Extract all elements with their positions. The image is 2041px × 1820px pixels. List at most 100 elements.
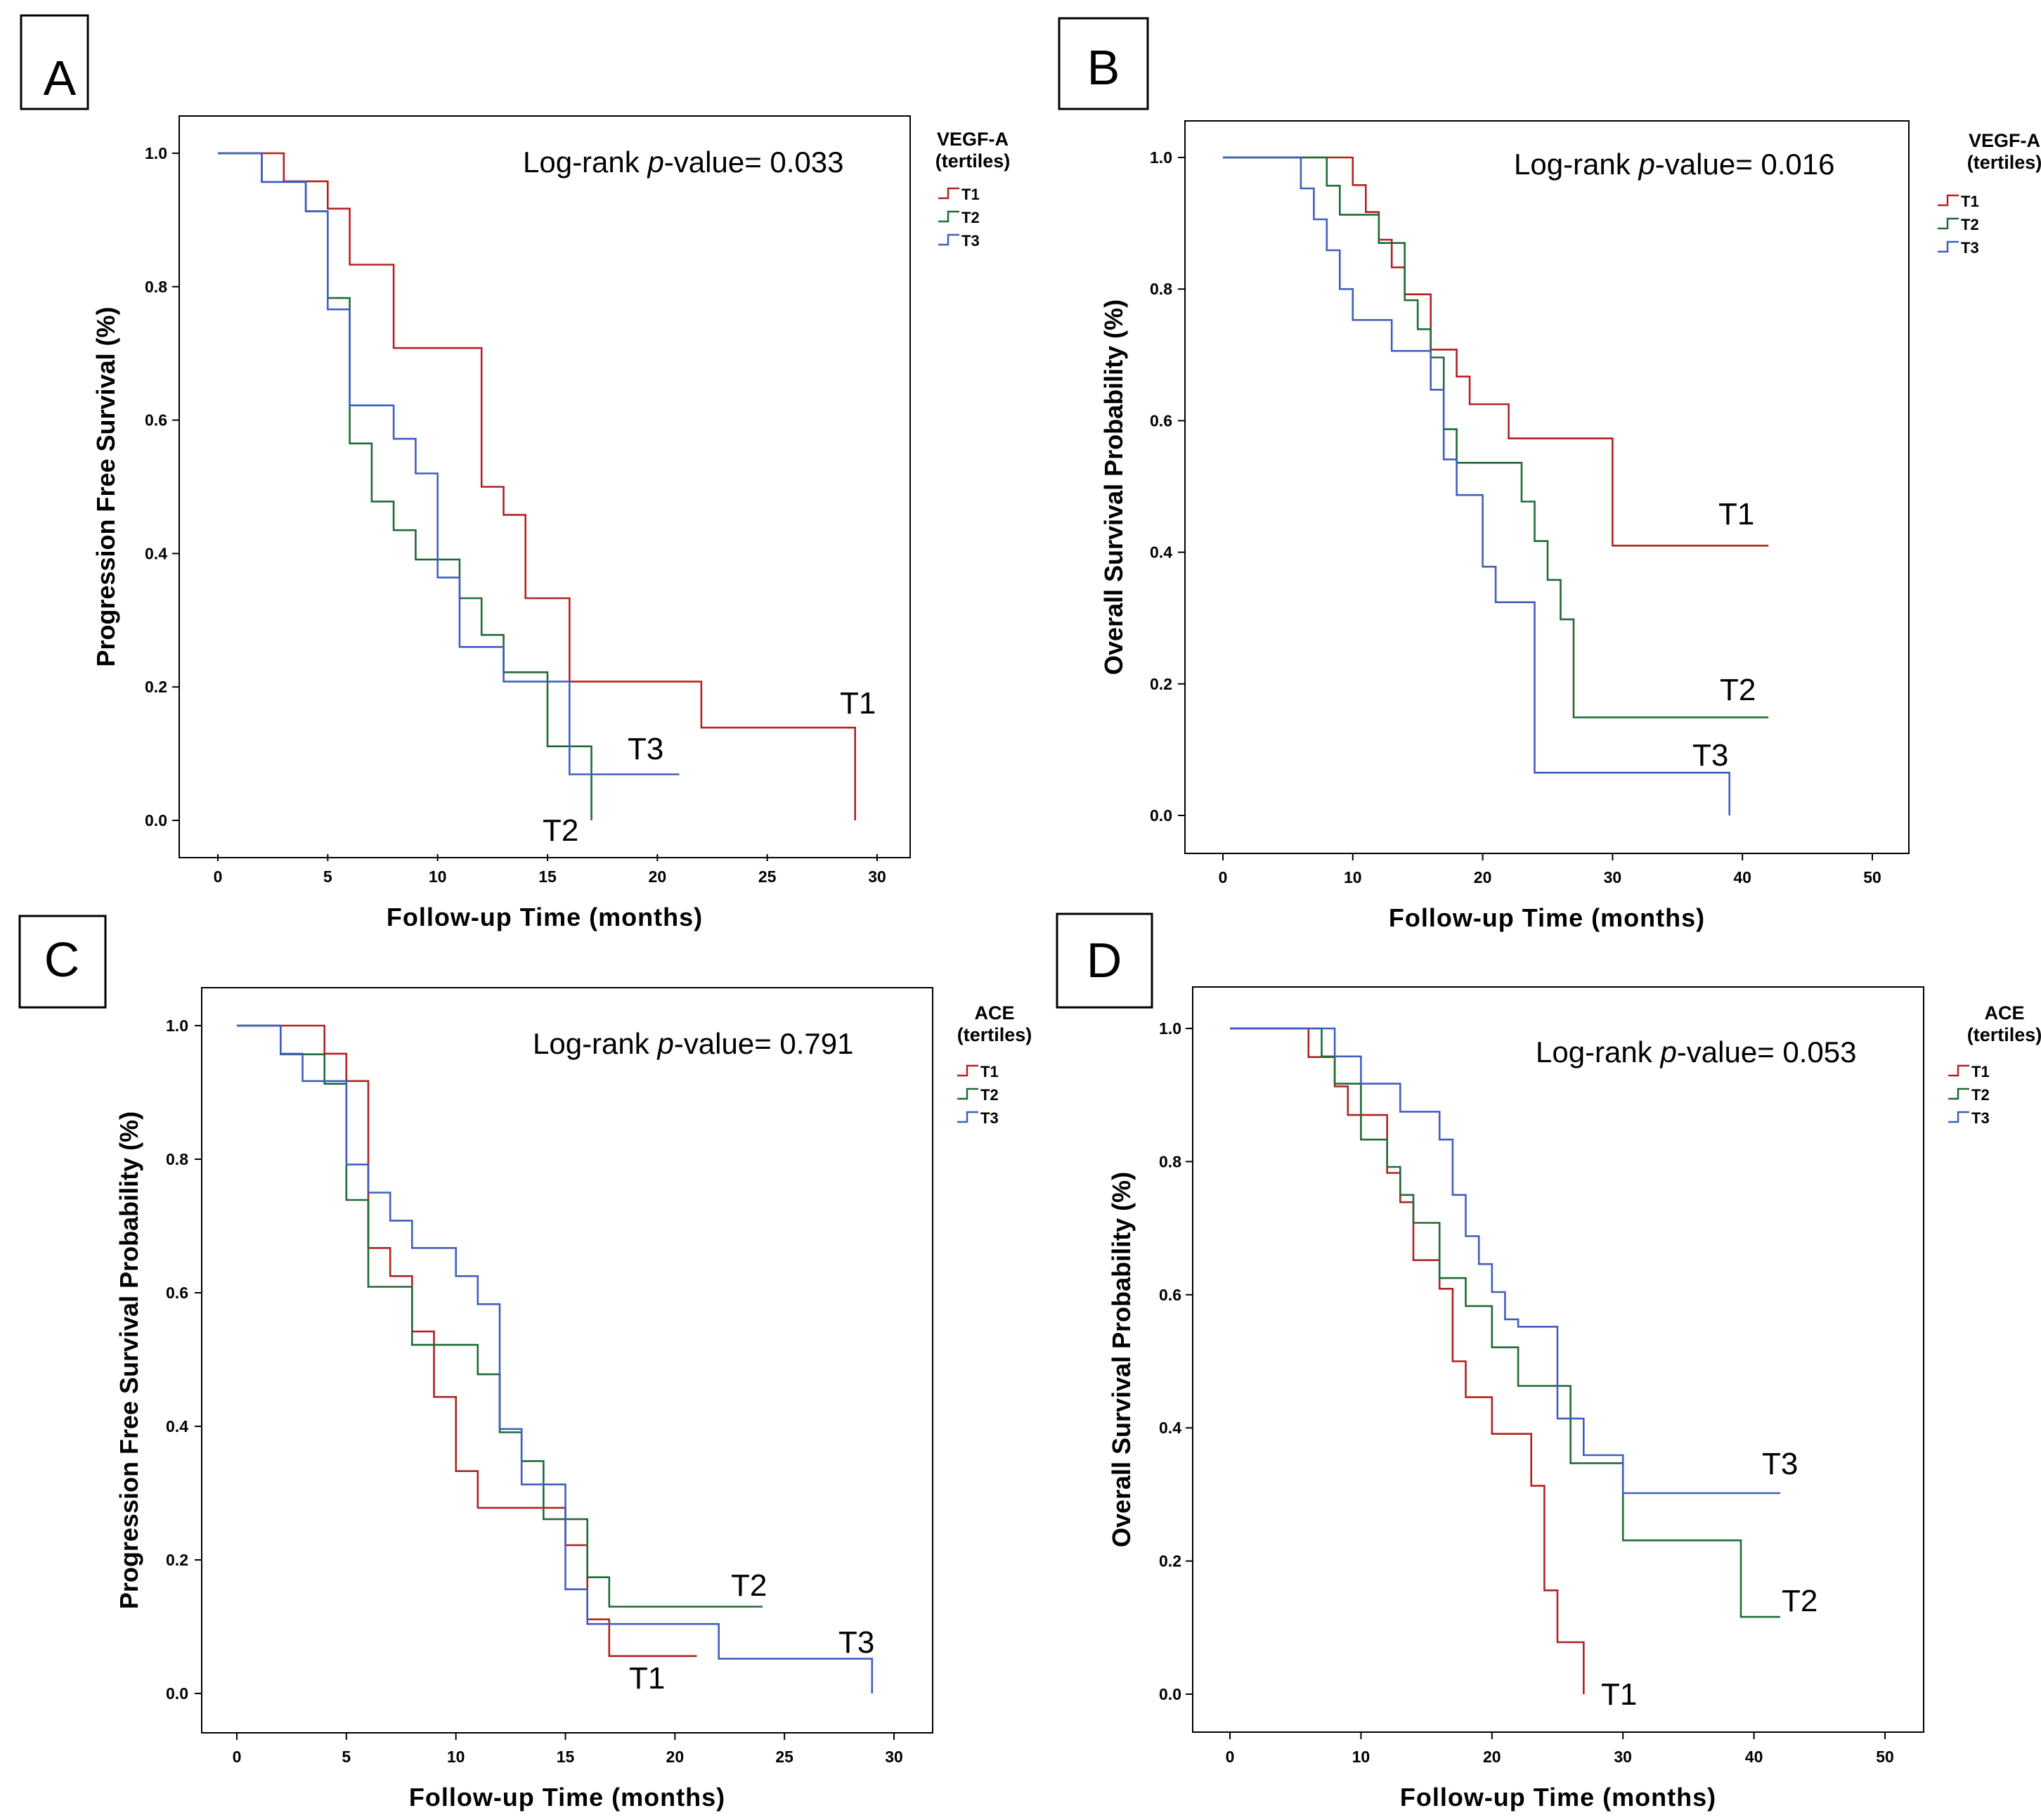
x-axis-title: Follow-up Time (months) [387, 903, 703, 931]
plot-frame [1184, 120, 1910, 854]
curve-label-t3: T3 [1762, 1447, 1798, 1481]
curve-label-t2: T2 [543, 813, 578, 848]
curve-label-t3: T3 [1692, 738, 1728, 773]
curve-label-t2: T2 [1782, 1584, 1818, 1618]
survival-curve-t2 [1230, 1027, 1780, 1618]
logrank-prefix: Log-rank [523, 146, 647, 179]
y-tick-label: 0.8 [145, 278, 167, 296]
legend-label-t3: T3 [1961, 239, 1979, 257]
survival-curve-t3 [237, 1024, 874, 1693]
legend-label-t2: T2 [961, 209, 980, 226]
y-tick-label: 0.4 [1150, 543, 1172, 562]
panel-b: B 0 10 20 30 40 50 0.0 0.2 0.4 0.6 0.8 1.0 Follow-up … [1058, 17, 2041, 932]
survival-curve-t1 [237, 1024, 697, 1658]
panel-a: A 0 5 10 15 20 25 30 0.0 0.2 0.4 0.6 0.8 1.0 Follow-up… [20, 14, 1011, 931]
plot-frame [179, 115, 911, 858]
curve-label-t3: T3 [838, 1625, 874, 1660]
y-tick-label: 0.2 [1150, 675, 1172, 693]
panel-label: B [1087, 40, 1120, 95]
survival-curve-t1 [1223, 156, 1769, 547]
x-tick-label: 25 [775, 1748, 793, 1766]
panel-label-box [18, 915, 107, 1009]
y-tick-label: 0.4 [145, 544, 167, 562]
survival-curve-t3 [1223, 156, 1730, 815]
legend-title: VEGF-A [1969, 130, 2040, 151]
panel-d: D 0 10 20 30 40 50 0.0 0.2 0.4 0.6 0.8 1.0 Follow-up … [1056, 912, 2041, 1812]
x-tick-label: 15 [557, 1748, 575, 1766]
x-tick-label: 5 [342, 1748, 351, 1766]
survival-curve-t2 [1223, 156, 1769, 718]
plot-frame [201, 987, 933, 1734]
x-tick-label: 0 [1219, 868, 1228, 886]
y-tick-label: 0.4 [1159, 1419, 1181, 1437]
x-tick-label: 50 [1876, 1748, 1894, 1766]
logrank-prefix: Log-rank [1536, 1035, 1660, 1069]
y-tick-label: 0.8 [166, 1150, 188, 1168]
y-tick-label: 0.8 [1150, 280, 1172, 298]
y-tick-label: 0.2 [166, 1551, 188, 1569]
legend-label-t1: T1 [1961, 193, 1979, 210]
legend-title: (tertiles) [1967, 1024, 2041, 1045]
logrank-value: -value= 0.053 [1677, 1035, 1857, 1069]
x-tick-label: 30 [885, 1748, 903, 1766]
curve-label-t2: T2 [1720, 673, 1756, 707]
y-axis-title: Progression Free Survival (%) [91, 306, 120, 666]
logrank-value: -value= 0.016 [1655, 148, 1835, 181]
legend-title: (tertiles) [935, 150, 1011, 172]
x-tick-label: 50 [1863, 868, 1881, 886]
logrank-annotation: Log-rank p-value= 0.053 [1536, 1035, 1857, 1069]
logrank-p: p [1659, 1035, 1676, 1069]
x-tick-label: 10 [1344, 868, 1362, 886]
y-tick-label: 0.6 [166, 1284, 188, 1302]
curve-label-t1: T1 [1718, 497, 1754, 531]
y-tick-label: 0.0 [145, 811, 167, 830]
plot-frame [1192, 986, 1924, 1733]
curve-label-t1: T1 [840, 686, 876, 721]
panel-label: A [44, 51, 77, 105]
y-tick-label: 0.0 [1150, 806, 1172, 825]
logrank-prefix: Log-rank [1514, 148, 1638, 181]
x-tick-label: 10 [1352, 1748, 1371, 1766]
y-tick-label: 0.2 [1159, 1552, 1181, 1570]
survival-curve-t2 [218, 152, 592, 820]
legend-swatch-t1 [938, 187, 959, 200]
panel-label-box [20, 14, 89, 110]
x-tick-label: 30 [1614, 1748, 1632, 1766]
logrank-value: -value= 0.033 [664, 146, 844, 179]
legend-label-t2: T2 [980, 1086, 999, 1104]
legend-swatch-t1 [957, 1064, 978, 1077]
x-tick-label: 0 [214, 867, 223, 886]
legend-swatch-t1 [1938, 194, 1959, 207]
panel-label: C [44, 932, 80, 987]
legend-title: ACE [974, 1002, 1014, 1024]
legend-swatch-t3 [1938, 240, 1959, 253]
legend-label-t1: T1 [961, 186, 980, 203]
y-tick-label: 0.0 [166, 1684, 188, 1703]
logrank-p: p [1637, 148, 1654, 181]
survival-curve-t1 [1230, 1027, 1585, 1694]
x-tick-label: 30 [868, 867, 886, 886]
y-axis-title: Overall Survival Probability (%) [1099, 299, 1128, 675]
curve-label-t3: T3 [628, 732, 663, 766]
x-tick-label: 20 [666, 1748, 685, 1766]
x-axis-title: Follow-up Time (months) [1389, 903, 1705, 932]
curve-label-t2: T2 [731, 1568, 767, 1603]
y-tick-label: 0.0 [1159, 1685, 1181, 1703]
x-tick-label: 40 [1745, 1748, 1763, 1766]
legend-label-t1: T1 [980, 1063, 999, 1080]
logrank-prefix: Log-rank [533, 1027, 657, 1060]
legend-label-t3: T3 [980, 1109, 999, 1127]
legend-label-t3: T3 [1971, 1109, 1990, 1127]
y-tick-label: 0.4 [166, 1417, 188, 1435]
logrank-p: p [646, 146, 663, 179]
x-tick-label: 10 [429, 867, 447, 886]
curve-label-t1: T1 [629, 1661, 665, 1696]
x-tick-label: 40 [1733, 868, 1751, 886]
y-axis-title: Progression Free Survival Probability (%… [115, 1111, 143, 1609]
curve-label-t1: T1 [1601, 1677, 1637, 1712]
x-tick-label: 30 [1604, 868, 1622, 886]
survival-curve-t1 [218, 152, 856, 820]
y-tick-label: 1.0 [166, 1017, 188, 1035]
y-tick-label: 0.2 [145, 678, 167, 696]
